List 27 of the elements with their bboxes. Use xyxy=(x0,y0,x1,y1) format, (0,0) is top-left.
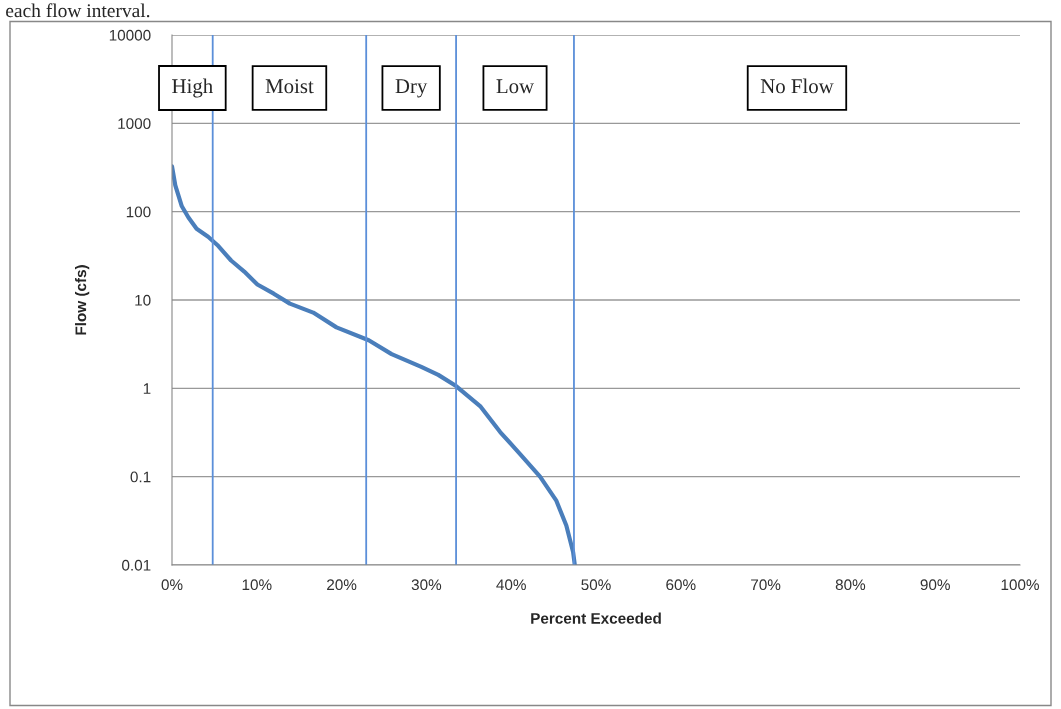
annotation: No Flow xyxy=(760,78,834,94)
annotation: High xyxy=(172,78,213,98)
x-tick-label: 20% xyxy=(327,579,357,591)
x-tick-label: 70% xyxy=(751,579,781,591)
x-tick-label: 60% xyxy=(666,579,696,591)
annotation: Moist xyxy=(265,79,314,94)
annotation: Dry xyxy=(395,79,428,98)
x-tick-label: 0% xyxy=(161,579,183,591)
x-tick-label: 40% xyxy=(496,579,526,591)
x-axis-title: Percent Exceeded xyxy=(531,612,661,624)
x-tick-label: 50% xyxy=(581,579,611,591)
y-tick-label: 100 xyxy=(126,206,151,218)
y-tick-label: 1 xyxy=(143,383,151,394)
text: each flow interval. xyxy=(6,3,150,18)
x-tick-label: 100% xyxy=(1001,579,1039,591)
x-tick-label: 30% xyxy=(411,579,442,591)
annotation: Low xyxy=(496,79,535,94)
y-axis-title: Flow (cfs) xyxy=(75,265,90,335)
x-tick-label: 90% xyxy=(920,579,950,591)
y-tick-label: 10000 xyxy=(109,29,151,41)
x-tick-label: 10% xyxy=(242,579,272,591)
y-tick-label: 0.1 xyxy=(130,471,151,483)
y-tick-label: 10 xyxy=(135,294,151,306)
y-tick-label: 0.01 xyxy=(122,559,151,571)
line-series xyxy=(172,164,577,565)
y-tick-label: 1000 xyxy=(118,118,151,130)
x-tick-label: 80% xyxy=(835,579,866,591)
